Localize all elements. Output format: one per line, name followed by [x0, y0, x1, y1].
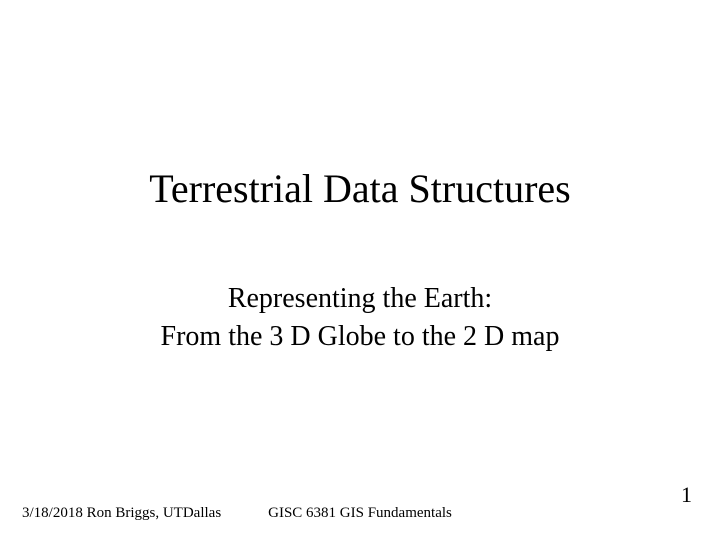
- page-number: 1: [681, 482, 692, 508]
- slide-container: Terrestrial Data Structures Representing…: [0, 0, 720, 540]
- slide-subtitle: Representing the Earth: From the 3 D Glo…: [0, 280, 720, 356]
- footer-center: GISC 6381 GIS Fundamentals: [0, 505, 720, 522]
- slide-title: Terrestrial Data Structures: [0, 165, 720, 212]
- subtitle-line-2: From the 3 D Globe to the 2 D map: [0, 318, 720, 356]
- subtitle-line-1: Representing the Earth:: [0, 280, 720, 318]
